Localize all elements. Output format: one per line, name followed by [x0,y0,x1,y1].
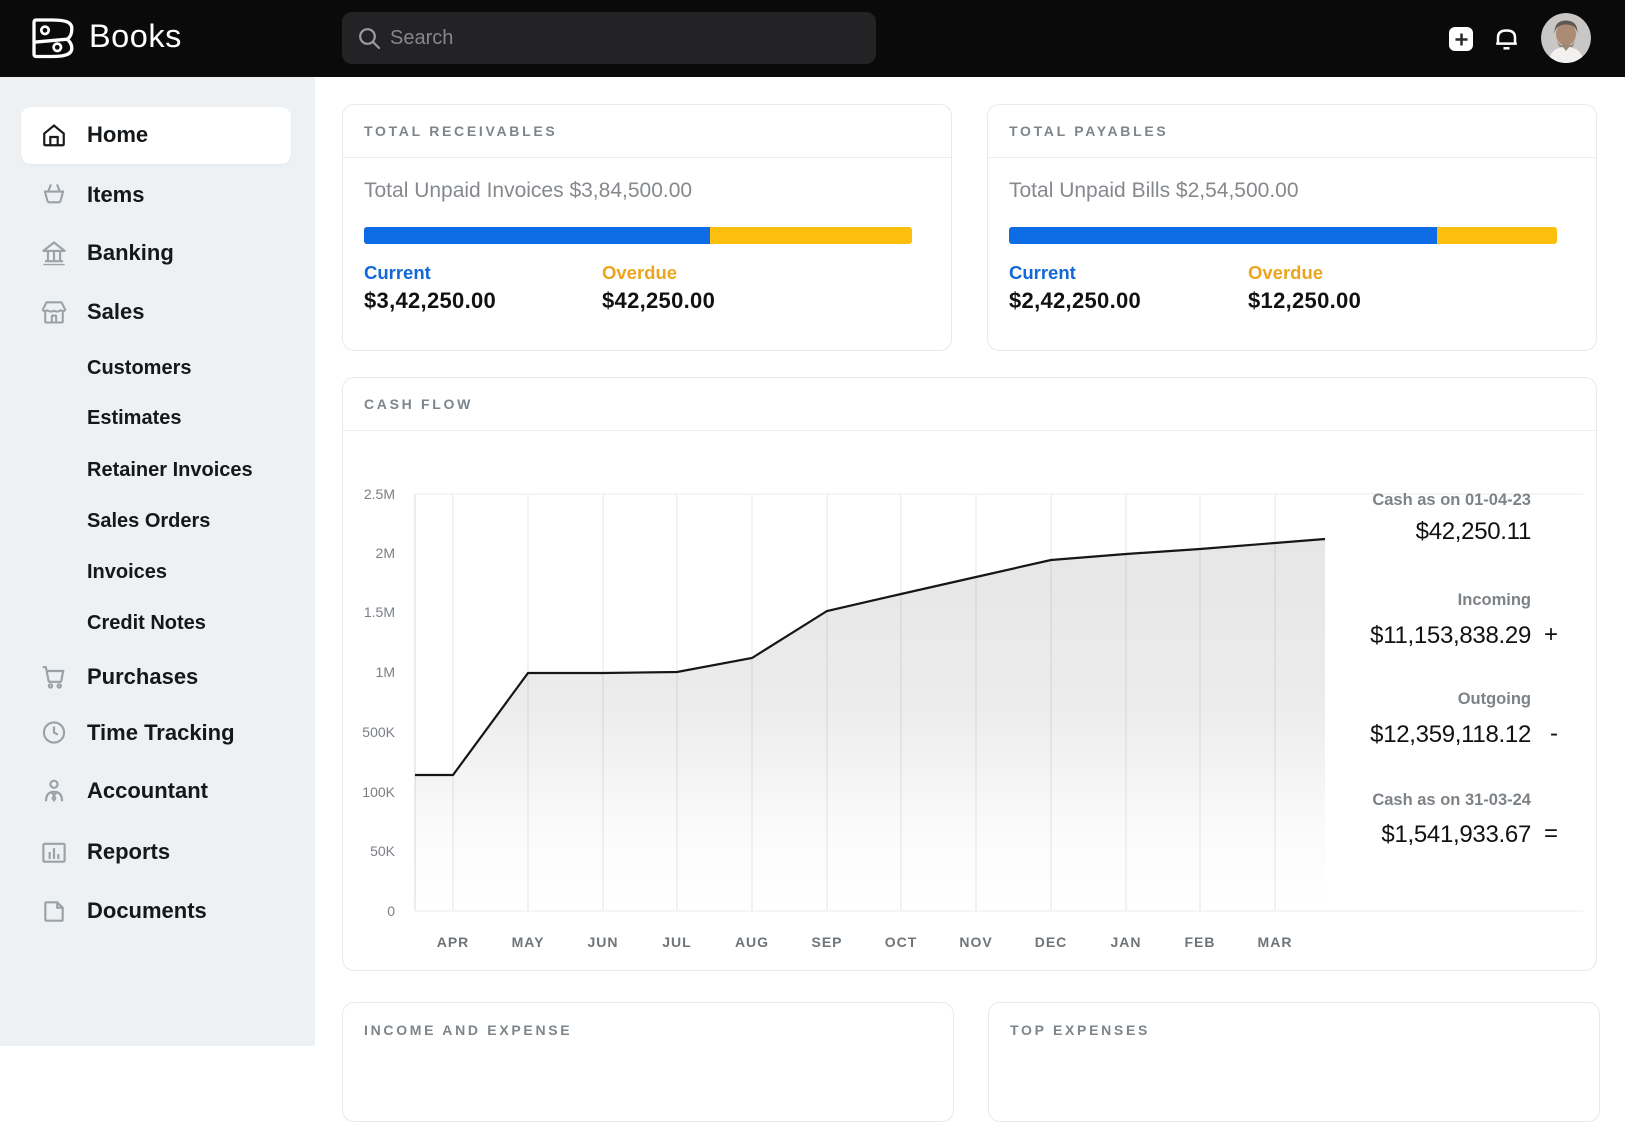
svg-text:100K: 100K [362,784,395,800]
svg-text:JUL: JUL [662,934,691,950]
svg-text:FEB: FEB [1185,934,1216,950]
svg-text:AUG: AUG [735,934,769,950]
svg-text:SEP: SEP [811,934,842,950]
svg-text:JAN: JAN [1110,934,1141,950]
svg-text:2M: 2M [376,545,395,561]
svg-text:JUN: JUN [587,934,618,950]
svg-text:1M: 1M [376,664,395,680]
svg-text:2.5M: 2.5M [364,486,395,502]
svg-text:APR: APR [437,934,470,950]
svg-text:NOV: NOV [959,934,992,950]
svg-text:0: 0 [387,903,395,919]
svg-text:MAY: MAY [512,934,545,950]
svg-text:50K: 50K [370,843,396,859]
svg-text:OCT: OCT [885,934,918,950]
svg-text:1.5M: 1.5M [364,604,395,620]
svg-text:500K: 500K [362,724,395,740]
svg-text:MAR: MAR [1258,934,1293,950]
svg-text:DEC: DEC [1035,934,1068,950]
